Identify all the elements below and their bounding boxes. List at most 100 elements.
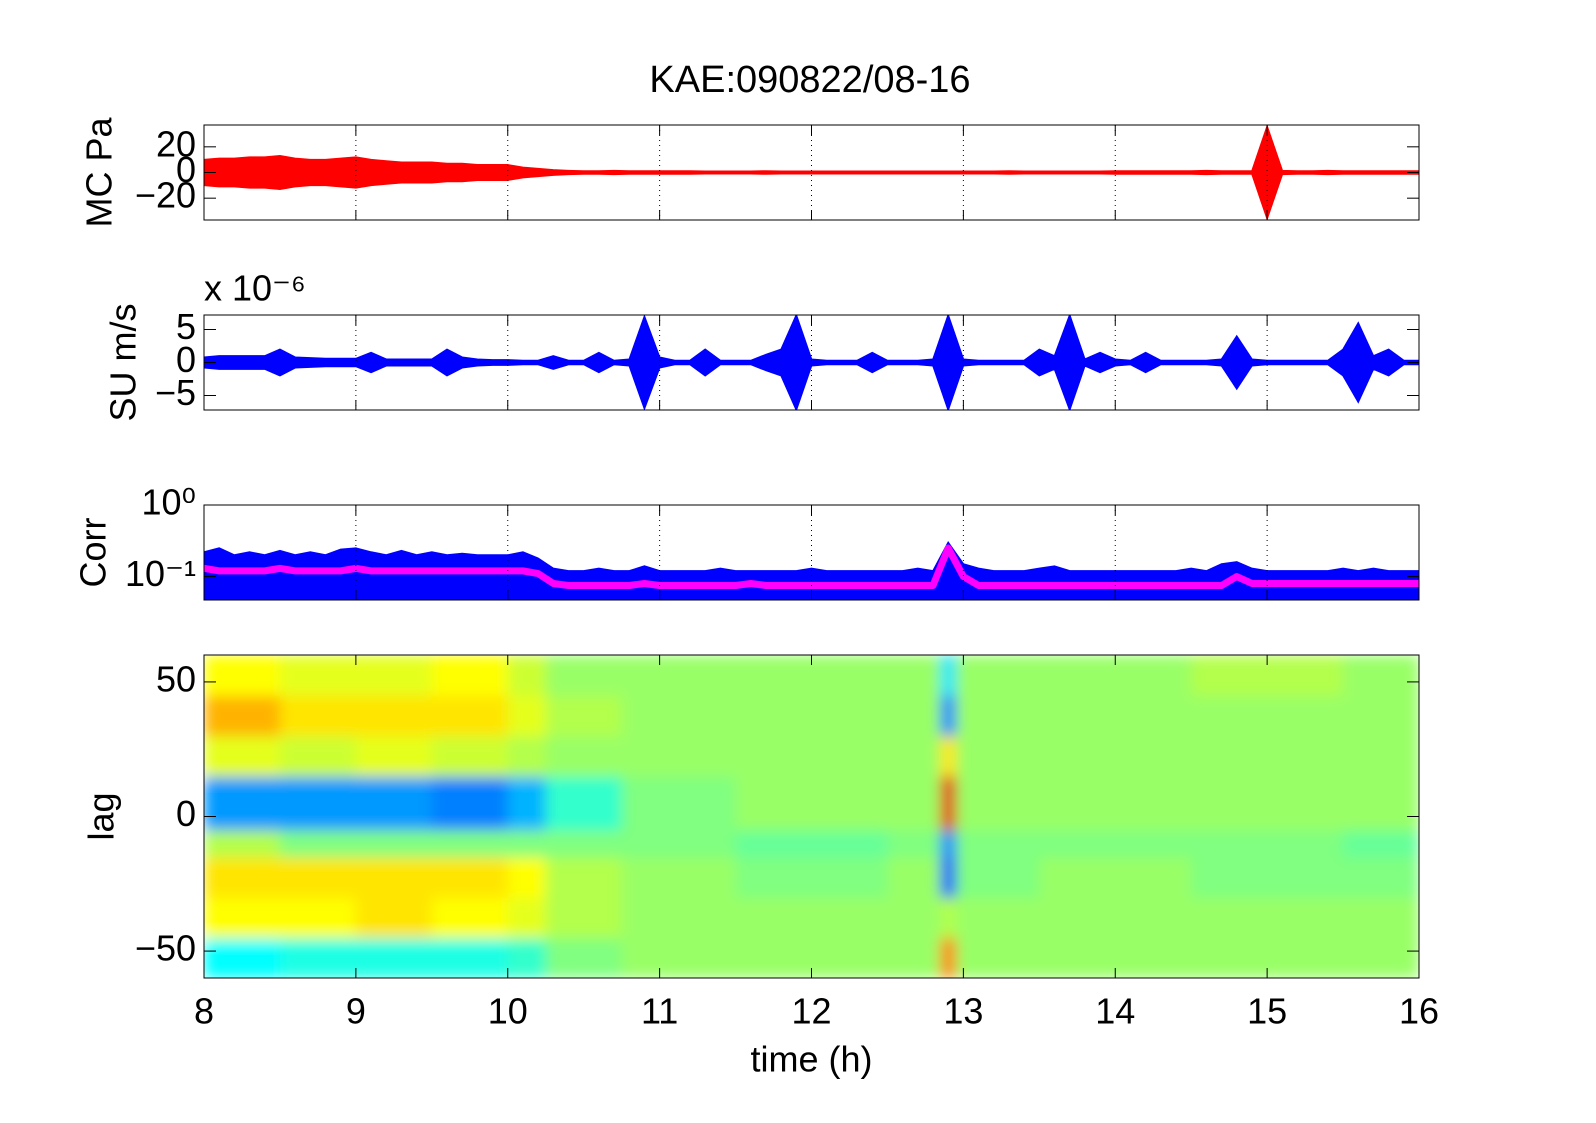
heat-cell <box>955 829 1040 858</box>
heat-cell <box>955 735 1040 777</box>
heat-cell <box>545 655 623 696</box>
heat-cell <box>355 655 433 696</box>
y-tick-label: 20 <box>156 123 196 164</box>
heat-cell <box>735 897 888 939</box>
heat-cell <box>1343 856 1419 898</box>
heat-cell <box>1343 695 1419 737</box>
x-tick-label: 14 <box>1095 991 1135 1032</box>
heat-cell <box>887 897 942 939</box>
heat-cell <box>621 695 737 737</box>
heat-cell <box>1039 735 1192 777</box>
heat-cell <box>204 897 281 939</box>
heat-cell <box>1039 856 1192 898</box>
heat-cell <box>735 829 888 858</box>
heat-cell <box>621 655 737 696</box>
heat-cell <box>204 829 281 858</box>
heat-cell <box>1039 897 1192 939</box>
heat-cell <box>204 735 281 777</box>
heat-cell <box>887 655 942 696</box>
x-tick-label: 16 <box>1399 991 1439 1032</box>
signal-envelope <box>204 125 1419 220</box>
heat-cell <box>955 856 1040 898</box>
axes-frame <box>203 654 1420 979</box>
axes-frame <box>203 314 1420 411</box>
heat-cell <box>1343 829 1419 858</box>
heat-cell <box>1343 776 1419 831</box>
heat-cell <box>279 937 357 978</box>
heat-cell <box>204 776 281 831</box>
y-tick-label: 0 <box>176 149 196 190</box>
x-tick-label: 11 <box>641 991 678 1032</box>
heat-cell <box>355 829 433 858</box>
x-tick-label: 12 <box>791 991 831 1032</box>
axes-frame <box>203 504 1420 601</box>
heat-cell <box>355 897 433 939</box>
heat-cell <box>940 897 957 939</box>
heat-cell <box>621 735 737 777</box>
heat-cell <box>940 735 957 777</box>
heat-cell <box>1191 829 1344 858</box>
axis-multiplier: x 10⁻⁶ <box>204 268 306 309</box>
heat-cell <box>431 937 509 978</box>
heat-cell <box>887 856 942 898</box>
heat-cell <box>735 695 888 737</box>
heat-cell <box>545 937 623 978</box>
heat-cell <box>355 735 433 777</box>
heat-cell <box>431 776 509 831</box>
heat-cell <box>355 776 433 831</box>
heat-cell <box>355 695 433 737</box>
heatmap <box>204 655 1419 978</box>
x-tick-label: 8 <box>194 991 214 1032</box>
plot-area <box>204 655 1419 978</box>
y-tick-label: 0 <box>176 793 196 834</box>
heat-cell <box>507 655 547 696</box>
heat-cell <box>431 829 509 858</box>
heat-cell <box>1191 856 1344 898</box>
heatmap-cells <box>204 655 1419 978</box>
heat-cell <box>735 776 888 831</box>
x-axis-label: time (h) <box>750 1039 872 1080</box>
heat-cell <box>1343 937 1419 978</box>
heat-cell <box>887 829 942 858</box>
heat-cell <box>1039 695 1192 737</box>
heat-cell <box>545 776 623 831</box>
y-axis-label: SU m/s <box>103 303 144 421</box>
heat-cell <box>431 655 509 696</box>
heat-cell <box>507 829 547 858</box>
y-tick-label: −50 <box>135 928 196 969</box>
heat-cell <box>1039 776 1192 831</box>
heat-cell <box>545 897 623 939</box>
x-tick-label: 15 <box>1247 991 1287 1032</box>
heat-cell <box>1191 735 1344 777</box>
heat-cell <box>940 776 957 831</box>
heat-cell <box>507 776 547 831</box>
heat-cell <box>431 897 509 939</box>
heat-cell <box>1191 776 1344 831</box>
heat-cell <box>431 735 509 777</box>
heat-cell <box>940 856 957 898</box>
heat-cell <box>355 937 433 978</box>
heat-cell <box>204 937 281 978</box>
heat-cell <box>887 937 942 978</box>
heat-cell <box>545 856 623 898</box>
heat-cell <box>204 856 281 898</box>
heat-cell <box>955 776 1040 831</box>
y-tick-label: −20 <box>135 175 196 216</box>
x-tick-label: 10 <box>488 991 528 1032</box>
heat-cell <box>887 776 942 831</box>
x-tick-label: 9 <box>346 991 366 1032</box>
y-tick-label: −5 <box>155 372 196 413</box>
heat-cell <box>621 897 737 939</box>
heat-cell <box>1343 655 1419 696</box>
y-tick-label: 10⁰ <box>142 482 196 523</box>
heat-cell <box>507 856 547 898</box>
heat-cell <box>431 695 509 737</box>
heat-cell <box>955 897 1040 939</box>
heat-cell <box>621 856 737 898</box>
heat-cell <box>1191 695 1344 737</box>
heat-cell <box>887 695 942 737</box>
heat-cell <box>1343 735 1419 777</box>
heat-cell <box>545 735 623 777</box>
heat-cell <box>955 695 1040 737</box>
